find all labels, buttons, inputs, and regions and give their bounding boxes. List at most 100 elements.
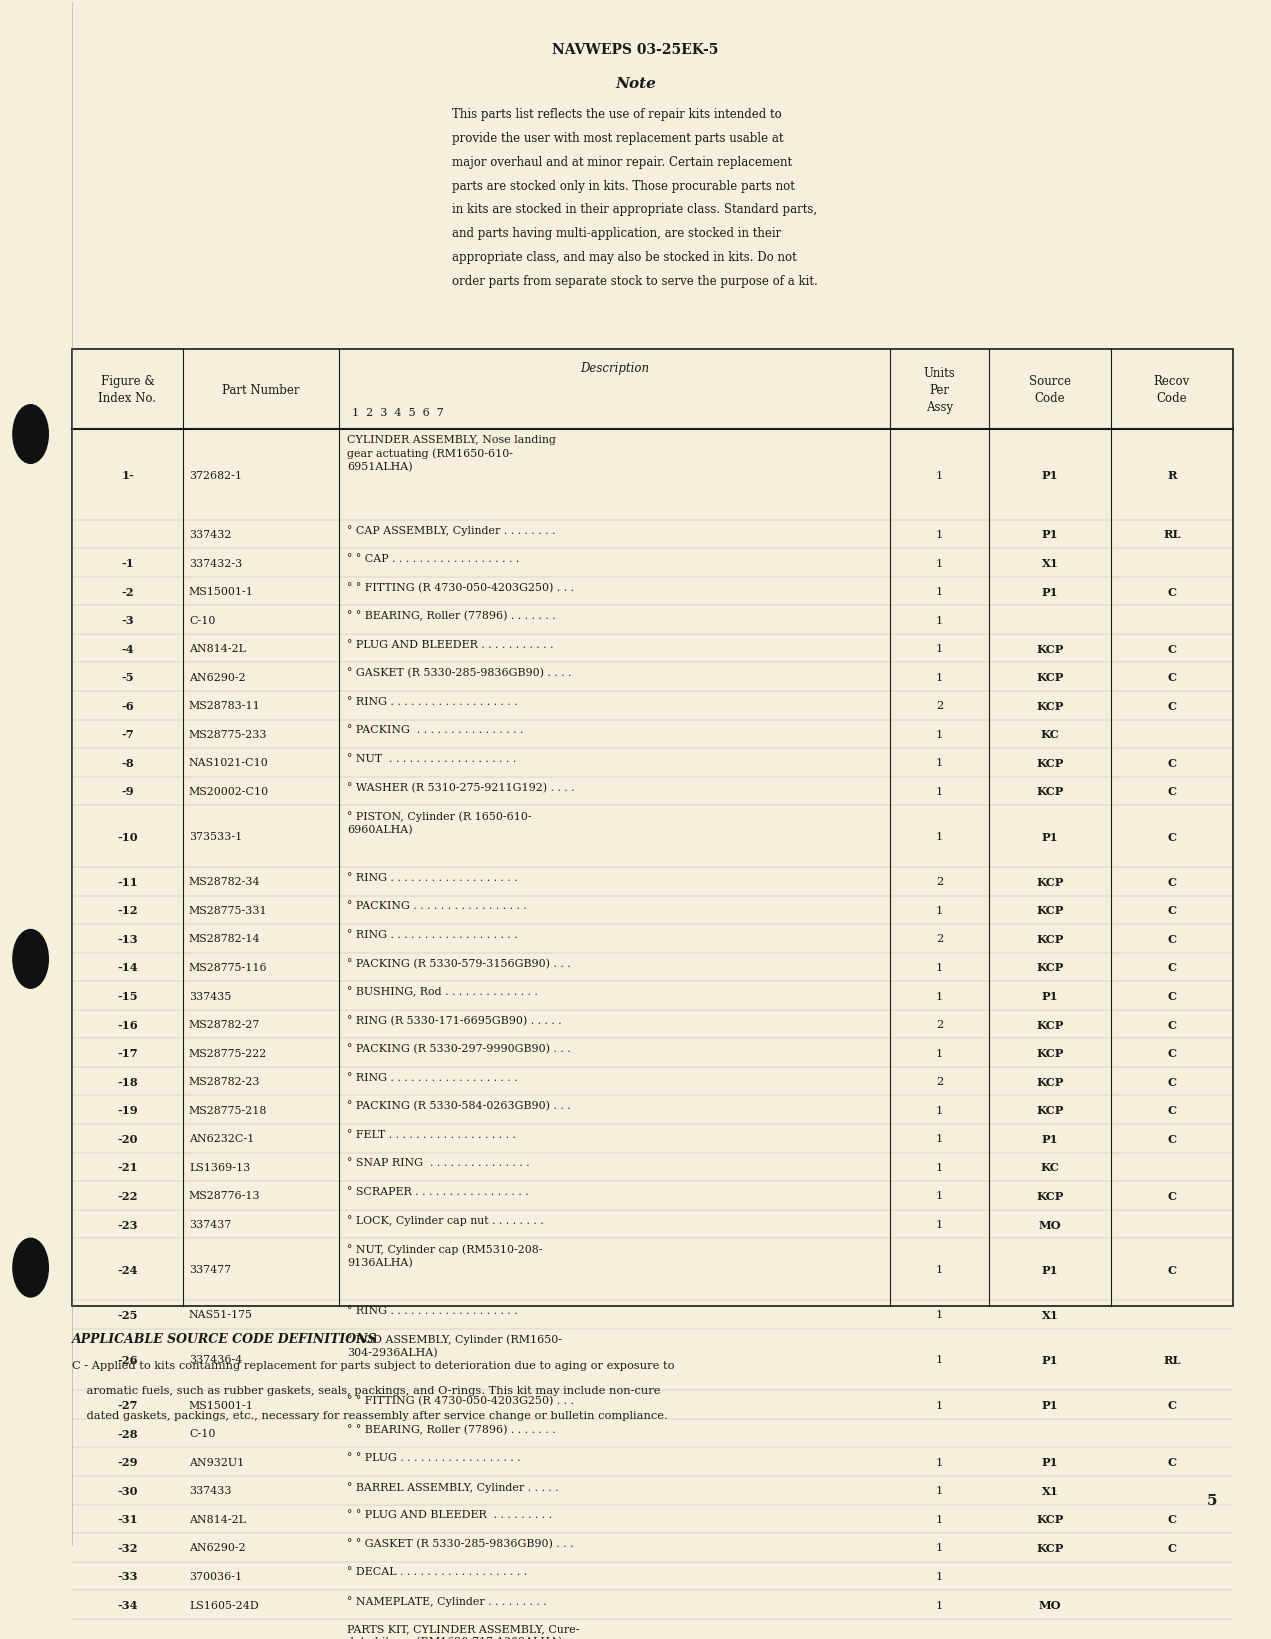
Text: Source
Code: Source Code (1030, 375, 1071, 405)
Text: 1: 1 (937, 831, 943, 842)
Text: C: C (1167, 644, 1177, 654)
Text: order parts from separate stock to serve the purpose of a kit.: order parts from separate stock to serve… (452, 275, 817, 288)
Text: KCP: KCP (1036, 1513, 1064, 1524)
Text: P1: P1 (1042, 1400, 1059, 1410)
Text: C-10: C-10 (189, 615, 215, 624)
Text: P1: P1 (1042, 1457, 1059, 1467)
Text: MS15001-1: MS15001-1 (189, 587, 254, 597)
Text: P1: P1 (1042, 470, 1059, 480)
Text: MO: MO (1038, 1600, 1061, 1609)
Text: 1: 1 (937, 905, 943, 915)
Text: C: C (1167, 1457, 1177, 1467)
Text: 337436-4: 337436-4 (189, 1355, 243, 1365)
Text: MS28775-331: MS28775-331 (189, 905, 268, 915)
Text: C: C (1167, 1542, 1177, 1554)
Text: 1: 1 (937, 1264, 943, 1275)
Text: NAS1021-C10: NAS1021-C10 (189, 757, 268, 769)
Text: Units
Per
Assy: Units Per Assy (924, 367, 956, 413)
Text: major overhaul and at minor repair. Certain replacement: major overhaul and at minor repair. Cert… (452, 156, 792, 169)
Text: 1: 1 (937, 644, 943, 654)
Text: 337435: 337435 (189, 992, 231, 1001)
Text: AN6290-2: AN6290-2 (189, 672, 245, 682)
Text: ° ° FITTING (R 4730-050-4203G250) . . .: ° ° FITTING (R 4730-050-4203G250) . . . (347, 1395, 574, 1406)
Text: AN6232C-1: AN6232C-1 (189, 1134, 254, 1144)
Text: 372682-1: 372682-1 (189, 470, 241, 480)
Text: KCP: KCP (1036, 877, 1064, 887)
Text: ° WASHER (R 5310-275-9211G192) . . . .: ° WASHER (R 5310-275-9211G192) . . . . (347, 782, 574, 793)
Text: C: C (1167, 787, 1177, 797)
Text: KCP: KCP (1036, 644, 1064, 654)
Text: This parts list reflects the use of repair kits intended to: This parts list reflects the use of repa… (452, 108, 782, 121)
Ellipse shape (13, 1239, 48, 1296)
Text: 1: 1 (937, 672, 943, 682)
Text: ° RING . . . . . . . . . . . . . . . . . . .: ° RING . . . . . . . . . . . . . . . . .… (347, 697, 517, 706)
Text: 1: 1 (937, 1162, 943, 1172)
Text: Part Number: Part Number (222, 384, 300, 397)
Text: parts are stocked only in kits. Those procurable parts not: parts are stocked only in kits. Those pr… (452, 179, 794, 192)
Text: 1: 1 (937, 1572, 943, 1582)
Text: ° FELT . . . . . . . . . . . . . . . . . . .: ° FELT . . . . . . . . . . . . . . . . .… (347, 1129, 516, 1139)
Text: 2: 2 (937, 877, 943, 887)
Text: C: C (1167, 962, 1177, 974)
Text: CYLINDER ASSEMBLY, Nose landing
gear actuating (RM1650-610-
6951ALHA): CYLINDER ASSEMBLY, Nose landing gear act… (347, 434, 555, 472)
Ellipse shape (13, 405, 48, 464)
Text: KC: KC (1041, 729, 1060, 739)
Bar (72, 349, 1233, 1306)
Text: MS28775-222: MS28775-222 (189, 1047, 267, 1059)
Text: MS28783-11: MS28783-11 (189, 701, 261, 711)
Text: C: C (1167, 757, 1177, 769)
Text: KCP: KCP (1036, 933, 1064, 944)
Text: MS28782-23: MS28782-23 (189, 1077, 261, 1087)
Text: -34: -34 (117, 1600, 137, 1609)
Text: -7: -7 (121, 729, 133, 739)
Text: ° NUT, Cylinder cap (RM5310-208-
9136ALHA): ° NUT, Cylinder cap (RM5310-208- 9136ALH… (347, 1242, 543, 1267)
Text: KCP: KCP (1036, 787, 1064, 797)
Text: appropriate class, and may also be stocked in kits. Do not: appropriate class, and may also be stock… (452, 251, 797, 264)
Text: ° ° BEARING, Roller (77896) . . . . . . .: ° ° BEARING, Roller (77896) . . . . . . … (347, 1424, 555, 1434)
Text: ° BARREL ASSEMBLY, Cylinder . . . . .: ° BARREL ASSEMBLY, Cylinder . . . . . (347, 1480, 558, 1491)
Text: ° RING (R 5330-171-6695GB90) . . . . .: ° RING (R 5330-171-6695GB90) . . . . . (347, 1015, 562, 1026)
Text: -12: -12 (117, 905, 137, 916)
Text: -33: -33 (117, 1570, 137, 1582)
Text: ° ROD ASSEMBLY, Cylinder (RM1650-
304-2936ALHA): ° ROD ASSEMBLY, Cylinder (RM1650- 304-29… (347, 1334, 562, 1357)
Text: C: C (1167, 905, 1177, 916)
Text: AN814-2L: AN814-2L (189, 1514, 245, 1524)
Text: -30: -30 (117, 1485, 137, 1496)
Text: -19: -19 (117, 1105, 137, 1116)
Text: C: C (1167, 831, 1177, 842)
Text: 1: 1 (937, 470, 943, 480)
Text: ° DECAL . . . . . . . . . . . . . . . . . . .: ° DECAL . . . . . . . . . . . . . . . . … (347, 1567, 527, 1577)
Text: -26: -26 (117, 1354, 137, 1365)
Text: ° LOCK, Cylinder cap nut . . . . . . . .: ° LOCK, Cylinder cap nut . . . . . . . . (347, 1214, 544, 1226)
Text: NAVWEPS 03-25EK-5: NAVWEPS 03-25EK-5 (553, 43, 718, 57)
Text: -10: -10 (117, 831, 137, 842)
Text: KCP: KCP (1036, 757, 1064, 769)
Text: MS28775-218: MS28775-218 (189, 1105, 267, 1115)
Text: ° NAMEPLATE, Cylinder . . . . . . . . .: ° NAMEPLATE, Cylinder . . . . . . . . . (347, 1595, 547, 1606)
Text: C: C (1167, 1105, 1177, 1116)
Text: 2: 2 (937, 1019, 943, 1029)
Text: ° ° CAP . . . . . . . . . . . . . . . . . . .: ° ° CAP . . . . . . . . . . . . . . . . … (347, 554, 519, 564)
Text: AN6290-2: AN6290-2 (189, 1542, 245, 1552)
Text: ° ° PLUG . . . . . . . . . . . . . . . . . .: ° ° PLUG . . . . . . . . . . . . . . . .… (347, 1452, 521, 1462)
Text: 5: 5 (1207, 1493, 1218, 1506)
Text: -2: -2 (121, 587, 133, 597)
Text: -5: -5 (121, 672, 133, 683)
Text: PARTS KIT, CYLINDER ASSEMBLY, Cure-
dated items (RM1620-717-1309ALHA): PARTS KIT, CYLINDER ASSEMBLY, Cure- date… (347, 1624, 580, 1639)
Text: -28: -28 (117, 1428, 137, 1439)
Text: ° PACKING (R 5330-584-0263GB90) . . .: ° PACKING (R 5330-584-0263GB90) . . . (347, 1100, 571, 1111)
Text: RL: RL (1163, 529, 1181, 541)
Text: KCP: KCP (1036, 905, 1064, 916)
Text: -17: -17 (117, 1047, 137, 1059)
Text: -14: -14 (117, 962, 137, 974)
Text: ° PACKING (R 5330-297-9990GB90) . . .: ° PACKING (R 5330-297-9990GB90) . . . (347, 1044, 571, 1054)
Text: R: R (1167, 470, 1177, 480)
Text: aromatic fuels, such as rubber gaskets, seals, packings, and O-rings. This kit m: aromatic fuels, such as rubber gaskets, … (72, 1385, 661, 1395)
Text: 337433: 337433 (189, 1485, 231, 1495)
Text: 1: 1 (937, 1134, 943, 1144)
Text: 1: 1 (937, 1310, 943, 1319)
Text: 1: 1 (937, 787, 943, 797)
Text: -15: -15 (117, 990, 137, 1001)
Text: ° RING . . . . . . . . . . . . . . . . . . .: ° RING . . . . . . . . . . . . . . . . .… (347, 929, 517, 939)
Text: 1: 1 (937, 1355, 943, 1365)
